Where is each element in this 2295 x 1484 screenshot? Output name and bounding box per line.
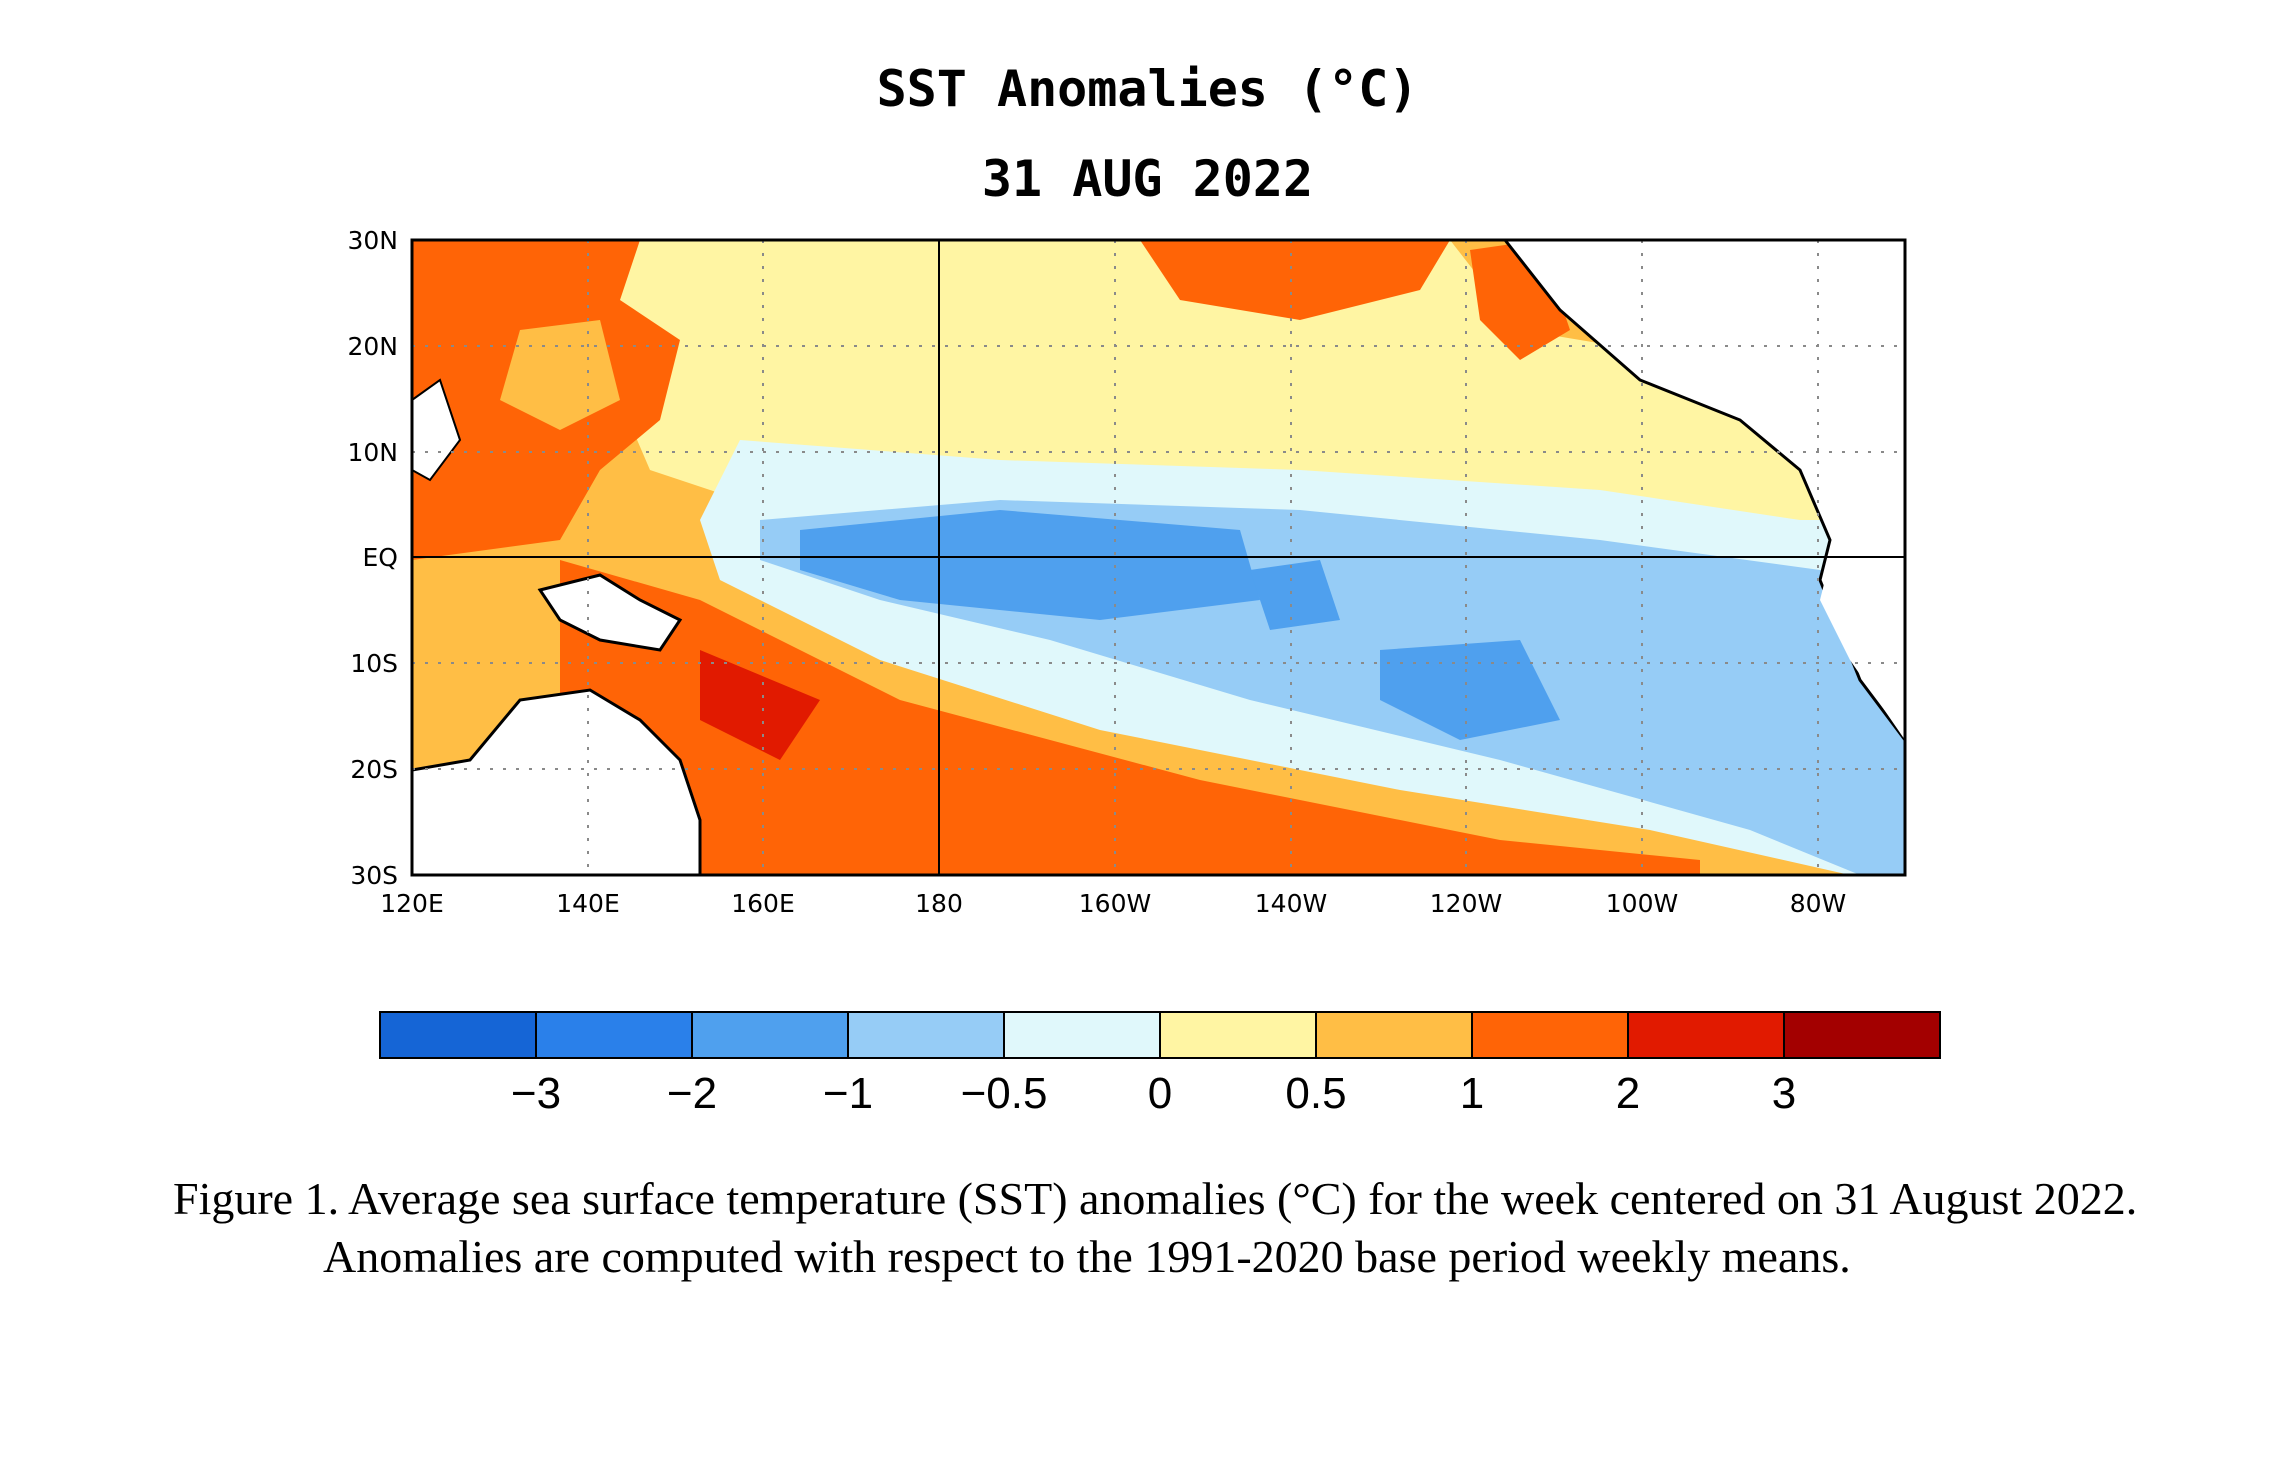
lon-label: 160E [731,889,795,918]
field-orange-south [560,560,1700,875]
map-title: SST Anomalies (°C) [876,60,1419,118]
land-south-america-fill [1820,560,1905,740]
colorbar-label: −0.5 [961,1069,1048,1118]
figure-caption: Figure 1. Average sea surface temperatur… [173,1173,2138,1282]
colorbar-swatch [1471,1011,1629,1059]
land-australia [412,688,702,875]
lon-label: 120E [380,889,444,918]
lat-label: 10S [350,649,398,678]
colorbar-swatch [1159,1011,1317,1059]
lat-label: 20N [347,332,398,361]
colorbar-label: 0.5 [1285,1069,1346,1118]
lon-label: 140W [1255,889,1327,918]
lon-label: 80W [1790,889,1847,918]
colorbar-label: −2 [667,1069,717,1118]
colorbar-swatch [379,1011,537,1059]
lat-label: 10N [347,438,398,467]
field-orange-north [1140,240,1450,320]
colorbar-label: 3 [1772,1069,1796,1118]
lon-label: 120W [1430,889,1502,918]
lon-label: 180 [915,889,963,918]
lat-label: 30N [347,226,398,255]
colorbar-swatch [535,1011,693,1059]
field-blue-patch [1380,640,1560,740]
colorbar-swatch [691,1011,849,1059]
lat-label: 20S [350,755,398,784]
land-new-guinea [537,573,683,652]
colorbar-label: −3 [511,1069,561,1118]
land-americas [1503,240,1905,743]
colorbar-swatch [1627,1011,1785,1059]
colorbar-label: 0 [1148,1069,1172,1118]
field-warm-patch [500,320,620,430]
colorbar-swatch [1003,1011,1161,1059]
lon-label: 100W [1606,889,1678,918]
colorbar-swatch [1315,1011,1473,1059]
colorbar-label: 2 [1616,1069,1640,1118]
lon-label: 160W [1079,889,1151,918]
colorbar-label: −1 [823,1069,873,1118]
lon-labels: 120E 140E 160E 180 160W 140W 120W 100W 8… [380,889,1846,918]
lat-label: 30S [350,861,398,890]
land-philippines [412,378,462,482]
field-red-patch [700,650,820,760]
map-date: 31 AUG 2022 [981,150,1314,208]
map-frame [410,238,1907,877]
colorbar-swatch [847,1011,1005,1059]
colorbar-swatch [1783,1011,1941,1059]
lat-labels: 30N 20N 10N EQ 10S 20S 30S [347,226,398,890]
map-grid [412,240,1905,875]
field-blue-core [800,510,1260,620]
field-blue-patch-2 [1250,560,1340,630]
lon-label: 140E [556,889,620,918]
colorbar-label: 1 [1460,1069,1484,1118]
lat-label: EQ [363,543,398,572]
colorbar: −3 −2 −1 −0.5 0 0.5 1 2 3 [379,1011,1941,1118]
map-axes [410,238,1907,877]
